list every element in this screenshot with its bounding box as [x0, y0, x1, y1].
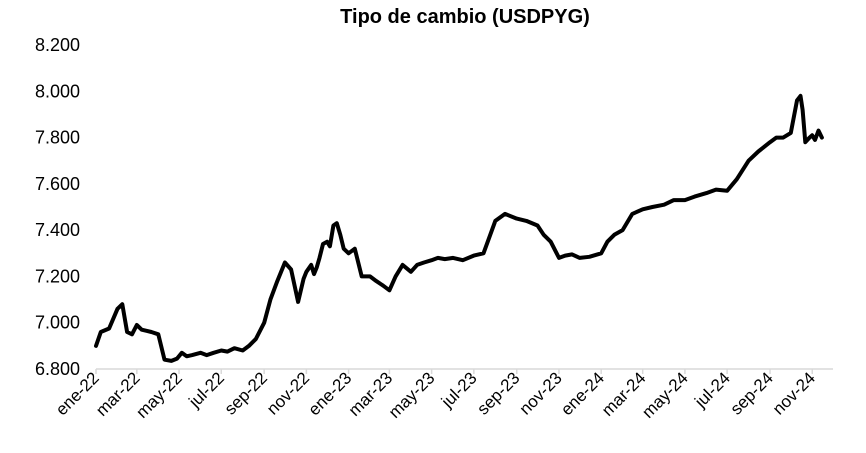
x-tick-label: nov-23 [516, 368, 566, 418]
x-tick-label: sep-22 [221, 368, 271, 418]
x-tick-label: may-22 [132, 368, 186, 422]
x-tick-label: nov-24 [769, 368, 819, 418]
x-tick-label: ene-23 [305, 368, 356, 419]
y-tick-label: 6.800 [35, 359, 80, 379]
y-tick-label: 7.000 [35, 313, 80, 333]
x-tick-label: may-23 [385, 368, 439, 422]
x-tick-label: nov-22 [263, 368, 313, 418]
x-tick-label: sep-23 [473, 368, 523, 418]
x-tick-label: ene-24 [557, 368, 608, 419]
y-tick-label: 7.600 [35, 174, 80, 194]
series-line [94, 93, 824, 363]
x-tick-label: sep-24 [727, 368, 777, 418]
y-tick-label: 7.800 [35, 128, 80, 148]
y-tick-label: 7.200 [35, 266, 80, 286]
y-tick-label: 8.200 [35, 35, 80, 55]
y-tick-label: 7.400 [35, 220, 80, 240]
x-tick-label: may-24 [638, 368, 692, 422]
y-tick-label: 8.000 [35, 81, 80, 101]
chart-title: Tipo de cambio (USDPYG) [340, 6, 590, 28]
